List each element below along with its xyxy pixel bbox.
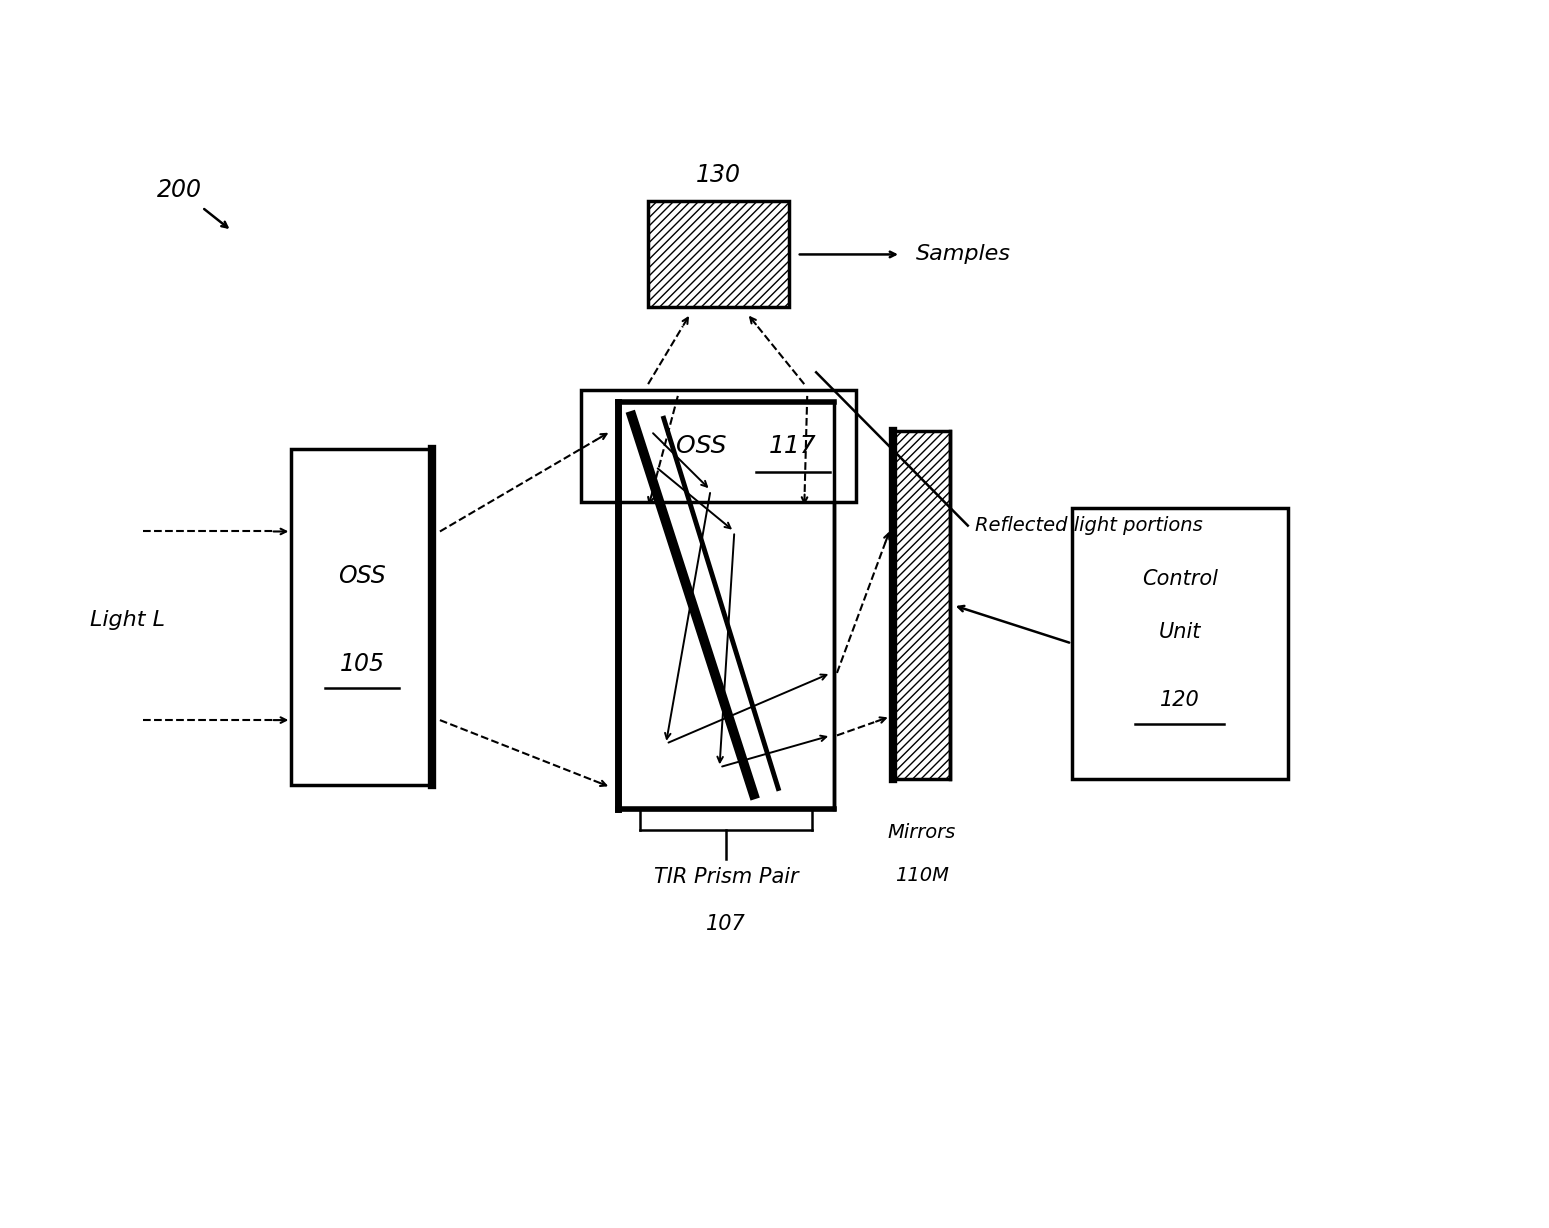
Text: 130: 130 xyxy=(696,163,742,188)
Text: Samples: Samples xyxy=(915,244,1011,264)
Text: Light L: Light L xyxy=(90,610,166,630)
Text: Reflected light portions: Reflected light portions xyxy=(976,516,1204,535)
Text: 110M: 110M xyxy=(895,866,948,885)
Text: 107: 107 xyxy=(706,914,747,935)
Text: 117: 117 xyxy=(770,433,816,458)
Bar xyxy=(291,449,432,785)
Bar xyxy=(618,402,833,808)
Bar xyxy=(1072,508,1287,779)
Bar xyxy=(581,391,857,502)
Text: Mirrors: Mirrors xyxy=(888,823,956,841)
Text: Control: Control xyxy=(1142,569,1218,588)
Text: 120: 120 xyxy=(1160,690,1199,710)
Text: 200: 200 xyxy=(156,178,203,201)
Text: OSS: OSS xyxy=(338,564,386,588)
Text: TIR Prism Pair: TIR Prism Pair xyxy=(654,867,798,887)
Text: Unit: Unit xyxy=(1159,621,1200,642)
Text: 105: 105 xyxy=(339,652,384,677)
Bar xyxy=(647,201,790,307)
Bar xyxy=(894,431,950,779)
Text: OSS: OSS xyxy=(675,433,726,458)
